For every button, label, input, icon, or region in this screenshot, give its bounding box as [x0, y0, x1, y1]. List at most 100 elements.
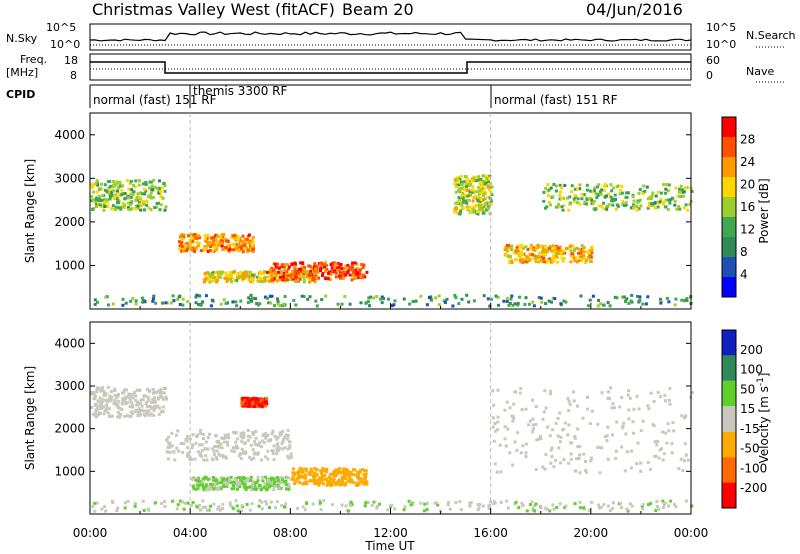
data-cell: [313, 480, 317, 484]
data-cell: [231, 480, 234, 484]
data-cell: [207, 484, 211, 488]
data-cell: [664, 187, 668, 191]
data-cell: [561, 249, 565, 253]
data-cell: [122, 399, 126, 403]
data-cell: [584, 261, 587, 264]
data-cell: [229, 280, 233, 284]
data-cell: [670, 451, 674, 455]
data-cell: [662, 202, 665, 206]
data-cell: [133, 502, 137, 505]
data-cell: [496, 388, 500, 392]
data-cell: [360, 477, 364, 481]
data-cell: [468, 504, 472, 508]
data-cell: [503, 245, 507, 249]
data-cell: [126, 196, 130, 200]
data-cell: [603, 182, 607, 186]
data-cell: [651, 423, 655, 427]
data-cell: [538, 251, 542, 255]
data-cell: [570, 441, 574, 445]
data-cell: [277, 448, 281, 452]
data-cell: [263, 398, 266, 402]
data-cell: [233, 477, 237, 481]
data-cell: [251, 432, 255, 436]
data-cell: [262, 401, 266, 405]
data-cell: [139, 408, 143, 412]
data-cell: [119, 207, 123, 211]
data-cell: [159, 189, 163, 193]
data-cell: [339, 262, 343, 266]
data-cell: [194, 247, 198, 251]
data-cell: [119, 412, 123, 416]
data-cell: [505, 249, 509, 253]
data-cell: [313, 482, 317, 486]
data-cell: [309, 272, 313, 276]
data-cell: [273, 262, 277, 266]
data-cell: [320, 480, 324, 484]
data-cell: [189, 248, 193, 252]
data-cell: [262, 272, 266, 275]
data-cell: [182, 233, 186, 237]
data-cell: [302, 275, 306, 279]
data-cell: [90, 183, 94, 187]
data-cell: [225, 246, 229, 250]
data-cell: [637, 407, 641, 411]
data-cell: [213, 452, 216, 456]
data-cell: [663, 393, 667, 397]
data-cell: [212, 279, 216, 282]
data-cell: [131, 193, 135, 197]
data-cell: [249, 478, 252, 482]
data-cell: [524, 442, 528, 446]
data-cell: [594, 192, 598, 196]
data-cell: [239, 452, 243, 456]
data-cell: [314, 274, 318, 278]
data-cell: [104, 295, 108, 299]
data-cell: [221, 236, 225, 239]
data-cell: [503, 437, 507, 441]
data-cell: [534, 423, 538, 426]
data-cell: [286, 454, 290, 458]
data-cell: [641, 419, 645, 423]
data-cell: [648, 467, 652, 471]
data-cell: [427, 296, 431, 299]
data-cell: [276, 445, 280, 449]
data-cell: [195, 505, 199, 509]
data-cell: [618, 501, 622, 505]
data-cell: [251, 296, 254, 300]
data-cell: [217, 487, 221, 491]
data-cell: [520, 250, 524, 254]
data-cell: [324, 294, 328, 298]
data-cell: [235, 479, 239, 482]
data-cell: [263, 270, 267, 274]
nsky-tick-high: 10^5: [46, 21, 76, 34]
data-cell: [597, 183, 601, 187]
data-cell: [277, 270, 281, 274]
data-cell: [496, 420, 500, 424]
data-cell: [602, 189, 606, 192]
freq-unit-label: [MHz]: [6, 66, 38, 79]
data-cell: [298, 277, 302, 281]
data-cell: [354, 269, 358, 273]
data-cell: [600, 188, 604, 192]
data-cell: [154, 301, 158, 305]
data-cell: [505, 296, 509, 300]
data-cell: [292, 266, 296, 270]
data-cell: [212, 449, 216, 453]
data-cell: [546, 259, 550, 263]
data-cell: [288, 277, 292, 281]
data-cell: [156, 397, 160, 401]
data-cell: [134, 207, 138, 211]
data-cell: [462, 180, 466, 184]
data-cell: [204, 483, 208, 487]
data-cell: [549, 392, 553, 396]
data-cell: [221, 247, 225, 251]
data-cell: [180, 244, 184, 248]
data-cell: [137, 407, 141, 411]
data-cell: [193, 233, 196, 237]
data-cell: [356, 473, 360, 477]
data-cell: [198, 443, 202, 447]
data-cell: [654, 509, 658, 513]
data-cell: [476, 212, 480, 216]
data-cell: [235, 243, 239, 246]
data-cell: [277, 482, 281, 486]
data-cell: [147, 409, 151, 413]
